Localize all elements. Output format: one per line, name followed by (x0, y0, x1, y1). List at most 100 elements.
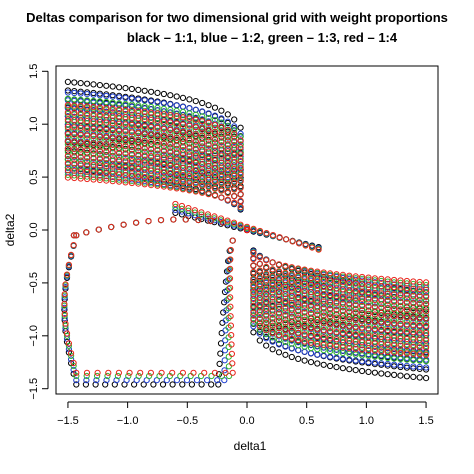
data-point-series-3 (301, 316, 308, 323)
data-point-series-2 (410, 303, 417, 310)
data-point-series-3 (384, 319, 391, 326)
data-point-series-1 (307, 285, 315, 292)
data-point-series-2 (179, 124, 187, 131)
data-point-series-1 (371, 279, 378, 286)
data-point-series-2 (77, 96, 84, 103)
data-point-series-3 (333, 285, 340, 292)
data-point-series-3 (64, 152, 72, 159)
data-point-series-3 (282, 276, 289, 283)
data-point-series-0 (301, 357, 308, 364)
data-point-series-3 (190, 369, 197, 376)
data-point-series-3 (192, 152, 199, 159)
data-point-series-3 (288, 306, 295, 314)
data-point-series-2 (359, 352, 366, 359)
data-point-series-3 (346, 308, 353, 315)
data-point-series-3 (282, 269, 289, 276)
data-point-series-3 (96, 111, 104, 118)
data-point-series-3 (71, 124, 78, 131)
data-point-series-3 (295, 272, 302, 279)
data-point-series-2 (346, 297, 353, 304)
data-point-series-2 (83, 372, 90, 380)
data-point-series-3 (160, 161, 167, 169)
data-point-series-3 (186, 151, 193, 158)
data-point-series-3 (288, 292, 295, 299)
data-point-series-3 (403, 306, 410, 314)
data-point-series-1 (90, 91, 97, 98)
data-point-series-3 (218, 138, 225, 145)
data-point-series-2 (148, 134, 155, 141)
data-point-series-0 (320, 361, 327, 368)
data-point-series-2 (250, 298, 257, 305)
data-point-series-3 (154, 175, 161, 182)
data-point-series-3 (231, 193, 238, 200)
data-point-series-1 (416, 355, 423, 363)
data-point-series-3 (263, 257, 270, 264)
data-point-series-3 (231, 172, 238, 179)
data-point-series-3 (167, 170, 174, 177)
data-point-series-2 (263, 301, 270, 308)
data-point-series-3 (314, 319, 321, 326)
data-point-series-3 (135, 151, 142, 158)
data-point-series-3 (192, 174, 199, 181)
data-point-series-3 (275, 296, 283, 303)
data-point-series-0 (423, 366, 430, 373)
data-point-series-3 (288, 321, 295, 328)
data-point-series-3 (231, 152, 238, 159)
data-point-series-2 (378, 308, 385, 315)
data-point-series-3 (237, 137, 244, 144)
data-point-series-2 (173, 123, 180, 130)
data-point-series-1 (288, 289, 295, 296)
data-point-series-2 (263, 323, 270, 330)
data-point-series-3 (229, 237, 236, 244)
data-point-series-3 (275, 261, 283, 268)
data-point-series-3 (256, 294, 263, 301)
data-point-series-3 (237, 178, 244, 185)
data-point-series-3 (346, 337, 353, 344)
data-point-series-2 (333, 318, 340, 325)
data-point-series-3 (371, 304, 378, 311)
data-point-series-2 (359, 306, 366, 313)
data-point-series-2 (365, 353, 372, 360)
data-point-series-1 (211, 112, 219, 119)
data-point-series-3 (256, 267, 263, 274)
data-point-series-3 (205, 141, 212, 148)
data-point-series-3 (224, 148, 231, 155)
data-point-series-2 (204, 213, 211, 220)
data-point-series-3 (83, 369, 91, 376)
data-point-series-2 (71, 134, 78, 141)
data-point-series-2 (186, 140, 193, 147)
data-point-series-3 (230, 219, 238, 226)
data-point-series-3 (371, 296, 378, 304)
data-point-series-2 (84, 158, 91, 165)
data-point-series-1 (269, 338, 276, 345)
data-point-series-1 (384, 360, 391, 368)
data-point-series-3 (403, 277, 410, 285)
data-point-series-2 (64, 95, 72, 102)
data-point-series-2 (135, 163, 142, 170)
data-point-series-3 (295, 329, 302, 337)
data-point-series-1 (295, 339, 302, 346)
data-point-series-3 (224, 190, 231, 197)
data-point-series-2 (64, 156, 72, 163)
data-point-series-2 (103, 129, 110, 136)
data-point-series-3 (339, 293, 346, 300)
data-point-series-3 (170, 216, 177, 223)
data-point-series-3 (333, 271, 340, 278)
data-point-series-2 (263, 316, 270, 323)
data-point-series-2 (288, 302, 295, 309)
data-point-series-2 (185, 207, 192, 214)
data-point-series-3 (160, 125, 167, 132)
data-point-series-3 (378, 312, 385, 319)
data-point-series-3 (339, 322, 346, 329)
data-point-series-0 (403, 364, 410, 371)
data-point-series-1 (116, 174, 123, 181)
data-point-series-3 (116, 135, 123, 142)
data-point-series-3 (410, 350, 417, 357)
data-point-series-0 (204, 217, 211, 224)
data-point-series-3 (314, 290, 321, 297)
data-point-series-2 (365, 299, 372, 306)
data-point-series-3 (282, 283, 289, 291)
data-point-series-2 (224, 130, 231, 137)
data-point-series-3 (371, 347, 378, 354)
y-tick-label: 0.5 (28, 169, 40, 184)
